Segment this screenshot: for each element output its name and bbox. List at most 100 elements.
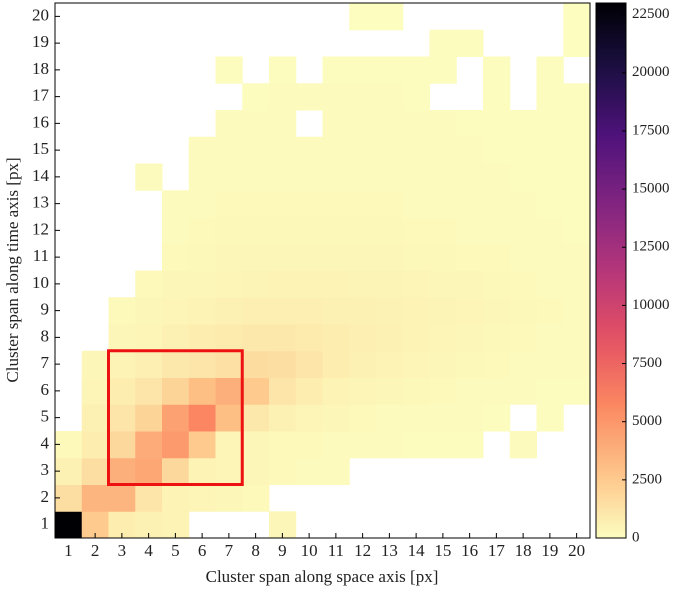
y-tick-label: 2	[41, 487, 50, 506]
heatmap-cell	[135, 431, 163, 459]
heatmap-cell	[456, 29, 484, 57]
heatmap-cell	[456, 136, 484, 164]
heatmap-cell	[269, 83, 297, 111]
colorbar-tick-label: 15000	[632, 181, 670, 197]
heatmap-cell	[429, 431, 457, 459]
heatmap-cell	[295, 136, 323, 164]
plot-frame	[54, 2, 591, 539]
heatmap-cell	[135, 484, 163, 512]
heatmap-cell	[322, 56, 350, 84]
x-tick-label: 17	[488, 541, 506, 560]
heatmap-cell	[402, 350, 430, 378]
x-tick-label: 9	[278, 541, 287, 560]
heatmap-cell	[376, 431, 404, 459]
heatmap-cell	[563, 163, 591, 191]
heatmap-cell	[322, 163, 350, 191]
heatmap-cell	[188, 270, 216, 298]
heatmap-cell	[429, 270, 457, 298]
y-tick-label: 3	[41, 460, 50, 479]
heatmap-cell	[295, 163, 323, 191]
heatmap-cell	[295, 350, 323, 378]
heatmap-cell	[269, 457, 297, 485]
heatmap-cell	[429, 136, 457, 164]
heatmap-cell	[215, 484, 243, 512]
heatmap-cell	[322, 431, 350, 459]
y-tick-label: 16	[32, 112, 49, 131]
heatmap-cell	[376, 56, 404, 84]
heatmap-cell	[215, 190, 243, 218]
heatmap-cell	[402, 297, 430, 325]
heatmap-cell	[108, 404, 136, 432]
heatmap-cell	[429, 324, 457, 352]
heatmap-cell	[81, 431, 109, 459]
heatmap-cell	[456, 163, 484, 191]
heatmap-cell	[376, 404, 404, 432]
heatmap-cell	[509, 324, 537, 352]
heatmap-cell	[349, 297, 377, 325]
heatmap-cell	[376, 110, 404, 138]
heatmap-cell	[81, 377, 109, 405]
heatmap-cell	[295, 431, 323, 459]
heatmap-cell	[295, 243, 323, 271]
colorbar-fill	[595, 2, 627, 539]
heatmap-cell	[456, 324, 484, 352]
heatmap-cell	[563, 136, 591, 164]
heatmap-cell	[108, 377, 136, 405]
y-tick-label: 4	[41, 433, 50, 452]
x-tick-label: 5	[171, 541, 180, 560]
colorbar-tick-label: 0	[632, 529, 640, 545]
x-tick-label: 8	[251, 541, 260, 560]
heatmap-cell	[376, 243, 404, 271]
heatmap-cell	[188, 136, 216, 164]
heatmap-cell	[376, 190, 404, 218]
y-tick-label: 9	[41, 300, 50, 319]
heatmap-cell	[162, 431, 190, 459]
heatmap-cell	[536, 324, 564, 352]
heatmap-cell	[456, 270, 484, 298]
heatmap-cell	[269, 110, 297, 138]
heatmap-cell	[456, 404, 484, 432]
heatmap-cell	[269, 270, 297, 298]
heatmap-cell	[563, 324, 591, 352]
heatmap-cell	[242, 404, 270, 432]
heatmap-cell	[269, 297, 297, 325]
heatmap-cell	[81, 404, 109, 432]
heatmap-cell	[295, 377, 323, 405]
heatmap-cell	[402, 431, 430, 459]
heatmap-cell	[215, 297, 243, 325]
x-tick-label: 13	[381, 541, 398, 560]
y-tick-label: 17	[32, 86, 50, 105]
heatmap-cell	[108, 431, 136, 459]
heatmap-cell	[188, 324, 216, 352]
heatmap-cell	[563, 243, 591, 271]
heatmap-cell	[188, 163, 216, 191]
heatmap-cell	[162, 297, 190, 325]
heatmap-cell	[349, 350, 377, 378]
heatmap-cell	[376, 270, 404, 298]
heatmap-cell	[509, 136, 537, 164]
heatmap-cell	[162, 404, 190, 432]
heatmap-cell	[509, 217, 537, 245]
heatmap-cell	[81, 457, 109, 485]
heatmap-cell	[135, 297, 163, 325]
heatmap-cell	[563, 377, 591, 405]
heatmap-cell	[349, 377, 377, 405]
heatmap-cell	[135, 270, 163, 298]
heatmap-cell	[188, 217, 216, 245]
heatmap-cell	[322, 324, 350, 352]
heatmap-cell	[81, 484, 109, 512]
heatmap-cell	[536, 270, 564, 298]
heatmap-cell	[536, 83, 564, 111]
x-tick-label: 4	[144, 541, 153, 560]
heatmap-cell	[536, 190, 564, 218]
heatmap-cell	[509, 163, 537, 191]
heatmap-cell	[536, 56, 564, 84]
y-tick-label: 7	[41, 353, 50, 372]
heatmap-cell	[188, 431, 216, 459]
heatmap-cell	[376, 324, 404, 352]
heatmap-cell	[322, 136, 350, 164]
heatmap-cell	[215, 56, 243, 84]
heatmap-cell	[108, 297, 136, 325]
heatmap-cell	[322, 404, 350, 432]
